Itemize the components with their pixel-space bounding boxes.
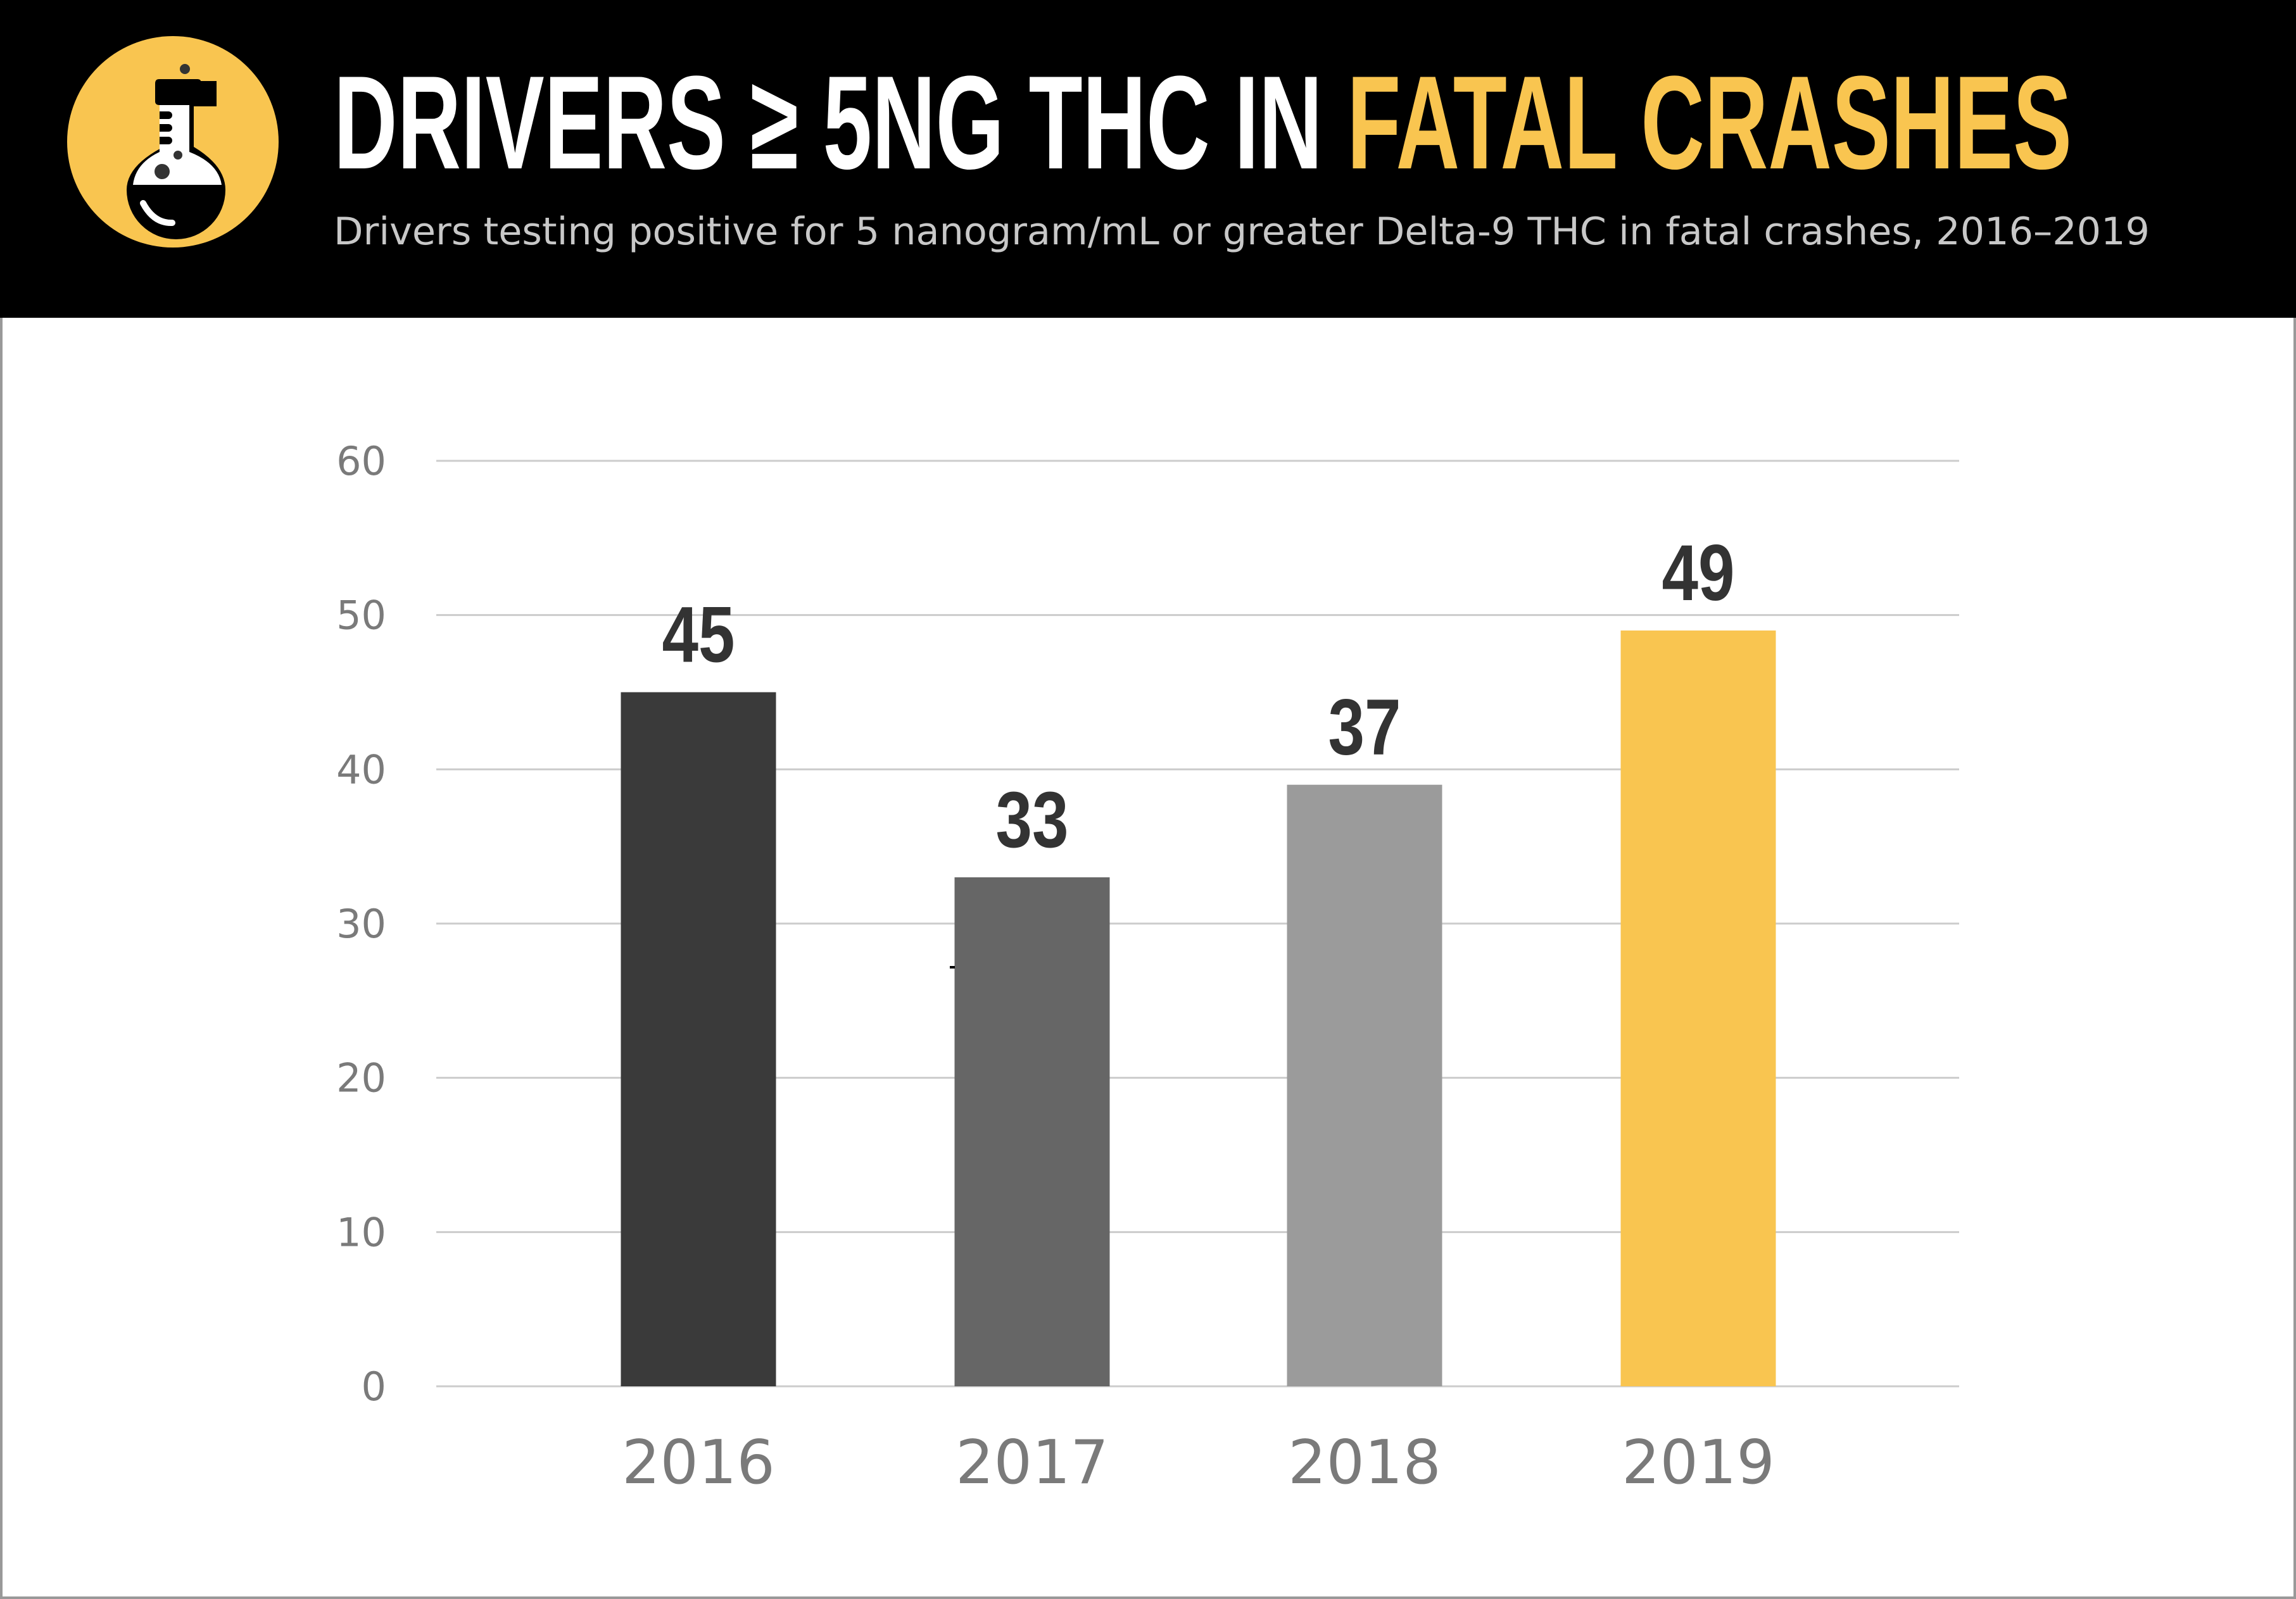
y-tick-label: 60 [336, 438, 386, 484]
chart-title-part1: DRIVERS ≥ 5NG THC IN [334, 48, 1347, 197]
x-tick-label-2018: 2018 [1288, 1428, 1441, 1498]
bar-2019 [1620, 630, 1776, 1386]
bar-2018 [1287, 784, 1442, 1386]
header-bar [0, 0, 2296, 318]
y-tick-label: 20 [336, 1055, 386, 1101]
x-tick-label-2016: 2016 [622, 1428, 775, 1498]
y-axis: 0 10 20 30 40 50 60 [336, 438, 386, 1410]
bar-2016 [621, 692, 776, 1386]
data-label-2019: 49 [1662, 529, 1735, 617]
y-tick-label: 50 [336, 593, 386, 639]
x-axis: 2016 2017 2018 2019 [622, 1428, 1775, 1498]
bar-2017 [954, 877, 1110, 1386]
chart-subtitle: Drivers testing positive for 5 nanogram/… [334, 210, 2150, 254]
y-tick-label: 0 [362, 1364, 386, 1410]
x-tick-label-2017: 2017 [956, 1428, 1109, 1498]
bars [621, 630, 1776, 1386]
y-tick-label: 10 [336, 1209, 386, 1255]
chart-title-part2: FATAL CRASHES [1347, 48, 2072, 197]
data-label-2017: 33 [996, 776, 1069, 864]
chart-title: DRIVERS ≥ 5NG THC IN FATAL CRASHES [334, 48, 2072, 197]
y-tick-label: 30 [336, 901, 386, 947]
x-tick-label-2019: 2019 [1622, 1428, 1775, 1498]
flask-icon [67, 36, 279, 248]
data-label-2016: 45 [662, 591, 735, 679]
data-label-2018: 37 [1328, 684, 1401, 772]
y-tick-label: 40 [336, 746, 386, 793]
data-labels: 45 33 37 49 [662, 529, 1735, 864]
